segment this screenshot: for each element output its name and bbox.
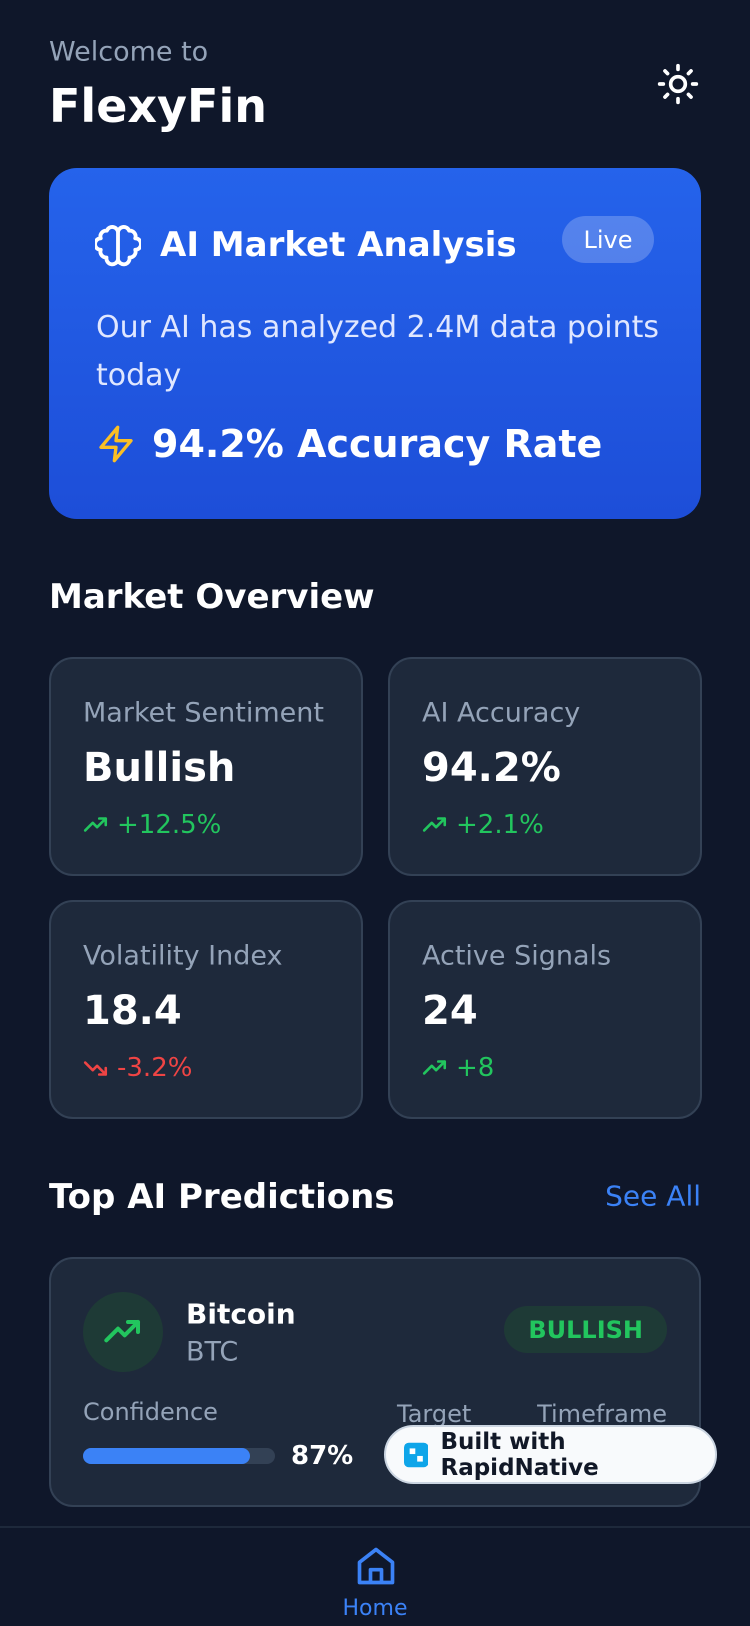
change-text: -3.2%: [117, 1053, 193, 1083]
stat-change: +2.1%: [422, 810, 544, 840]
asset-symbol: BTC: [186, 1336, 239, 1368]
change-text: +2.1%: [456, 810, 544, 840]
ai-card: AI Market Analysis Live Our AI has analy…: [49, 168, 701, 519]
stat-label: AI Accuracy: [422, 697, 581, 729]
confidence-label: Confidence: [83, 1398, 218, 1426]
badge-text: Built with RapidNative: [440, 1428, 599, 1481]
stat-label: Active Signals: [422, 940, 612, 972]
confidence-bar: [83, 1448, 251, 1464]
home-icon[interactable]: [354, 1544, 398, 1588]
badge-logo: [404, 1442, 429, 1467]
bolt-icon: [99, 425, 133, 463]
theme-toggle[interactable]: [656, 62, 700, 106]
trend-icon: [422, 1060, 447, 1075]
stat-card: Active Signals 24 +8: [388, 900, 702, 1119]
welcome: Welcome to: [49, 36, 209, 68]
section-title: Market Overview: [49, 577, 375, 617]
built-with-badge[interactable]: Built with RapidNative: [384, 1425, 717, 1484]
trend-icon: [422, 817, 447, 832]
stat-card: AI Accuracy 94.2% +2.1%: [388, 657, 702, 876]
stat-card: Volatility Index 18.4 -3.2%: [49, 900, 363, 1119]
stat-card: Market Sentiment Bullish +12.5%: [49, 657, 363, 876]
stat-value: 94.2%: [422, 745, 561, 791]
app-title: FlexyFin: [49, 79, 267, 133]
change-text: +8: [456, 1053, 495, 1083]
signal-badge: BULLISH: [504, 1306, 667, 1353]
trend-icon: [83, 1061, 108, 1076]
stat-label: Market Sentiment: [83, 697, 324, 729]
stat-change: +12.5%: [83, 810, 221, 840]
home-label[interactable]: Home: [342, 1596, 408, 1621]
stat-change: +8: [422, 1053, 494, 1083]
stat-change: -3.2%: [83, 1053, 192, 1083]
stat-value: 24: [422, 988, 478, 1034]
change-text: +12.5%: [117, 810, 222, 840]
see-all[interactable]: See All: [605, 1179, 701, 1213]
stat-value: Bullish: [83, 745, 236, 791]
stat-label: Volatility Index: [83, 940, 283, 972]
brain-icon: [95, 225, 141, 267]
trend-icon: [83, 817, 108, 832]
timeframe-label: Timeframe: [537, 1400, 667, 1428]
ai-title: AI Market Analysis: [160, 225, 517, 265]
ai-text: Our AI has analyzed 2.4M data points tod…: [96, 310, 659, 393]
trend-icon: [83, 1292, 163, 1372]
live-badge: Live: [562, 216, 654, 263]
confidence-value: 87%: [291, 1441, 354, 1471]
stat-value: 18.4: [83, 988, 182, 1034]
target-label: Target: [397, 1400, 472, 1428]
confidence-track: [83, 1448, 275, 1464]
asset-name: Bitcoin: [186, 1297, 296, 1331]
section-title: Top AI Predictions: [49, 1177, 395, 1217]
accuracy: 94.2% Accuracy Rate: [152, 422, 603, 466]
bottom-nav: Home: [0, 1526, 750, 1626]
